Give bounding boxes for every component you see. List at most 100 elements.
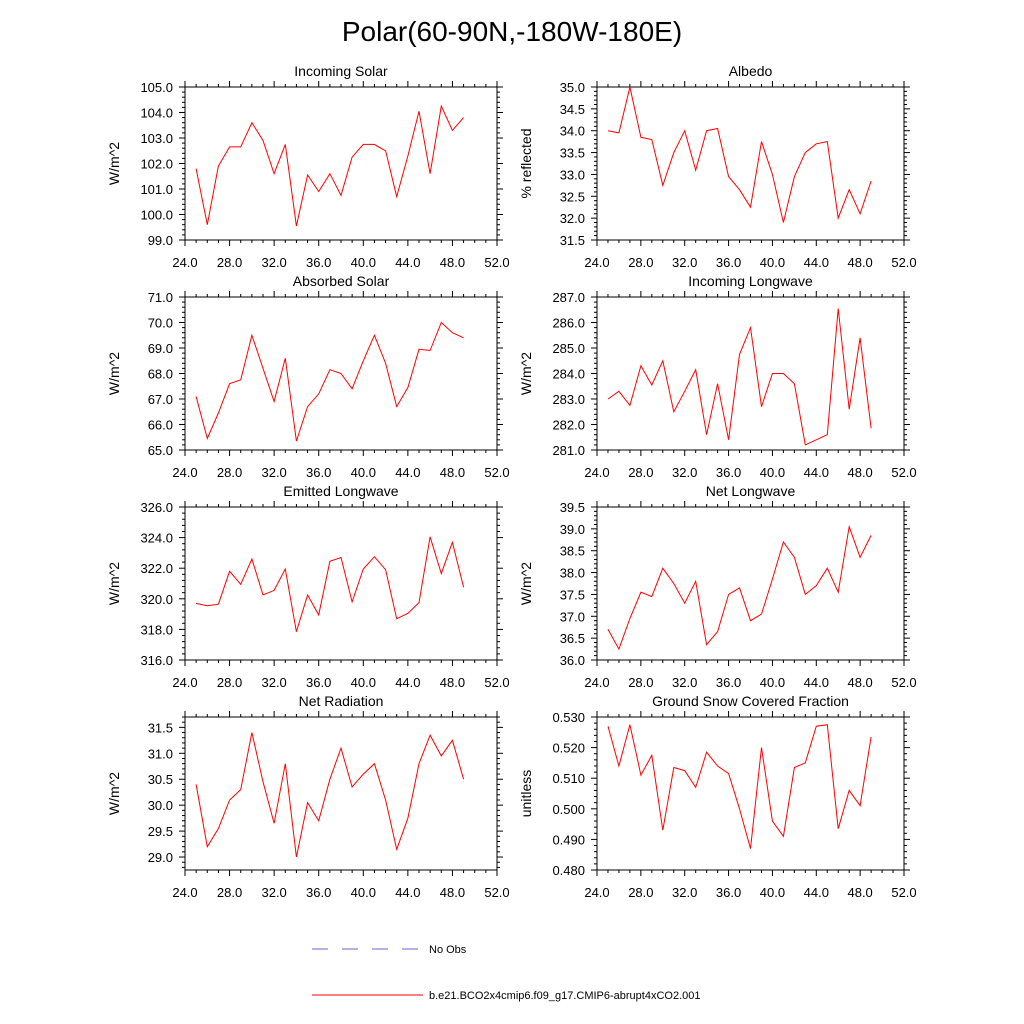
y-tick-label: 31.0	[148, 746, 173, 761]
y-axis-label: W/m^2	[106, 142, 122, 185]
legend: No Obs b.e21.BCO2x4cmip6.f09_g17.CMIP6-a…	[312, 944, 701, 1002]
y-tick-label: 286.0	[552, 316, 585, 331]
y-axis-label: W/m^2	[106, 352, 122, 395]
x-tick-label: 48.0	[440, 465, 465, 480]
y-tick-label: 0.500	[552, 802, 585, 817]
y-tick-label: 33.5	[560, 146, 585, 161]
y-tick-label: 32.5	[560, 189, 585, 204]
y-tick-label: 284.0	[552, 367, 585, 382]
y-axis-label: W/m^2	[518, 352, 534, 395]
y-tick-label: 33.0	[560, 167, 585, 182]
x-tick-label: 32.0	[672, 255, 697, 270]
panel-absorbed-solar: 24.0 28.0 32.0 36.0 40.0 44.0 48.0 52.0 65.0 66.0…	[106, 273, 510, 480]
y-tick-label: 324.0	[140, 531, 173, 546]
x-tick-label: 36.0	[716, 675, 741, 690]
x-tick-label: 44.0	[395, 465, 420, 480]
panel-title: Ground Snow Covered Fraction	[652, 693, 849, 709]
x-tick-label: 36.0	[716, 255, 741, 270]
panel-title: Albedo	[729, 63, 773, 79]
x-tick-label: 32.0	[261, 675, 286, 690]
y-tick-label: 39.5	[560, 500, 585, 515]
x-tick-label: 28.0	[217, 255, 242, 270]
x-tick-label: 40.0	[760, 885, 785, 900]
y-tick-label: 283.0	[552, 392, 585, 407]
y-tick-label: 68.0	[148, 367, 173, 382]
x-tick-label: 48.0	[847, 255, 872, 270]
panel-incoming-solar: 24.0 28.0 32.0 36.0 40.0 44.0 48.0 52.0 99.0 100.…	[106, 63, 510, 270]
series-line	[195, 104, 464, 227]
panel-net-longwave: 24.0 28.0 32.0 36.0 40.0 44.0 48.0 52.0 36.0 36.5…	[518, 483, 917, 690]
x-tick-label: 48.0	[440, 255, 465, 270]
y-tick-label: 30.0	[148, 798, 173, 813]
x-tick-label: 40.0	[351, 255, 376, 270]
y-tick-label: 31.5	[148, 720, 173, 735]
x-tick-label: 28.0	[217, 675, 242, 690]
y-tick-label: 105.0	[140, 80, 173, 95]
x-tick-label: 32.0	[672, 675, 697, 690]
y-tick-label: 104.0	[140, 106, 173, 121]
x-tick-label: 52.0	[484, 885, 509, 900]
y-tick-label: 30.5	[148, 772, 173, 787]
x-tick-label: 36.0	[306, 465, 331, 480]
panel-emitted-longwave: 24.0 28.0 32.0 36.0 40.0 44.0 48.0 52.0 316.0 318…	[106, 483, 510, 690]
legend-label-no-obs: No Obs	[429, 944, 467, 956]
x-tick-label: 44.0	[395, 255, 420, 270]
y-tick-label: 287.0	[552, 290, 585, 305]
series-line	[195, 732, 465, 858]
x-tick-label: 52.0	[891, 465, 916, 480]
y-tick-label: 285.0	[552, 341, 585, 356]
x-tick-label: 28.0	[628, 465, 653, 480]
x-tick-label: 32.0	[672, 465, 697, 480]
y-tick-label: 322.0	[140, 561, 173, 576]
y-tick-label: 100.0	[140, 208, 173, 223]
x-tick-label: 24.0	[172, 885, 197, 900]
series-line	[195, 536, 465, 632]
y-tick-label: 316.0	[140, 653, 173, 668]
x-tick-label: 48.0	[440, 675, 465, 690]
x-tick-label: 52.0	[484, 675, 509, 690]
y-tick-label: 31.5	[560, 233, 585, 248]
series-line	[195, 321, 464, 442]
x-tick-label: 24.0	[584, 255, 609, 270]
x-tick-label: 24.0	[172, 255, 197, 270]
y-tick-label: 69.0	[148, 341, 173, 356]
y-tick-label: 0.480	[552, 863, 585, 878]
x-tick-label: 24.0	[584, 885, 609, 900]
y-tick-label: 103.0	[140, 131, 173, 146]
x-tick-label: 48.0	[847, 675, 872, 690]
y-tick-label: 35.0	[560, 80, 585, 95]
x-tick-label: 24.0	[172, 465, 197, 480]
y-tick-label: 29.5	[148, 824, 173, 839]
figure-title: Polar(60-90N,-180W-180E)	[342, 16, 682, 47]
series-line	[607, 524, 872, 651]
x-tick-label: 44.0	[395, 675, 420, 690]
y-axis-label: W/m^2	[518, 562, 534, 605]
panel-title: Net Radiation	[299, 693, 384, 709]
legend-label-model-run: b.e21.BCO2x4cmip6.f09_g17.CMIP6-abrupt4x…	[429, 990, 701, 1002]
x-tick-label: 28.0	[217, 465, 242, 480]
y-tick-label: 36.0	[560, 653, 585, 668]
x-tick-label: 40.0	[351, 675, 376, 690]
x-tick-label: 40.0	[760, 675, 785, 690]
x-tick-label: 36.0	[716, 885, 741, 900]
panel-title: Absorbed Solar	[293, 273, 390, 289]
y-axis-label: W/m^2	[106, 772, 122, 815]
series-line	[607, 308, 872, 446]
y-tick-label: 34.0	[560, 124, 585, 139]
y-tick-label: 318.0	[140, 622, 173, 637]
x-tick-label: 44.0	[395, 885, 420, 900]
x-tick-label: 24.0	[584, 465, 609, 480]
series-line	[607, 86, 872, 223]
y-tick-label: 101.0	[140, 182, 173, 197]
x-tick-label: 28.0	[217, 885, 242, 900]
y-tick-label: 0.530	[552, 710, 585, 725]
y-tick-label: 38.0	[560, 566, 585, 581]
y-tick-label: 67.0	[148, 392, 173, 407]
y-tick-label: 0.520	[552, 741, 585, 756]
y-tick-label: 66.0	[148, 418, 173, 433]
panel-title: Incoming Solar	[294, 63, 388, 79]
x-tick-label: 24.0	[172, 675, 197, 690]
y-tick-label: 282.0	[552, 418, 585, 433]
y-axis-label: unitless	[518, 770, 534, 817]
